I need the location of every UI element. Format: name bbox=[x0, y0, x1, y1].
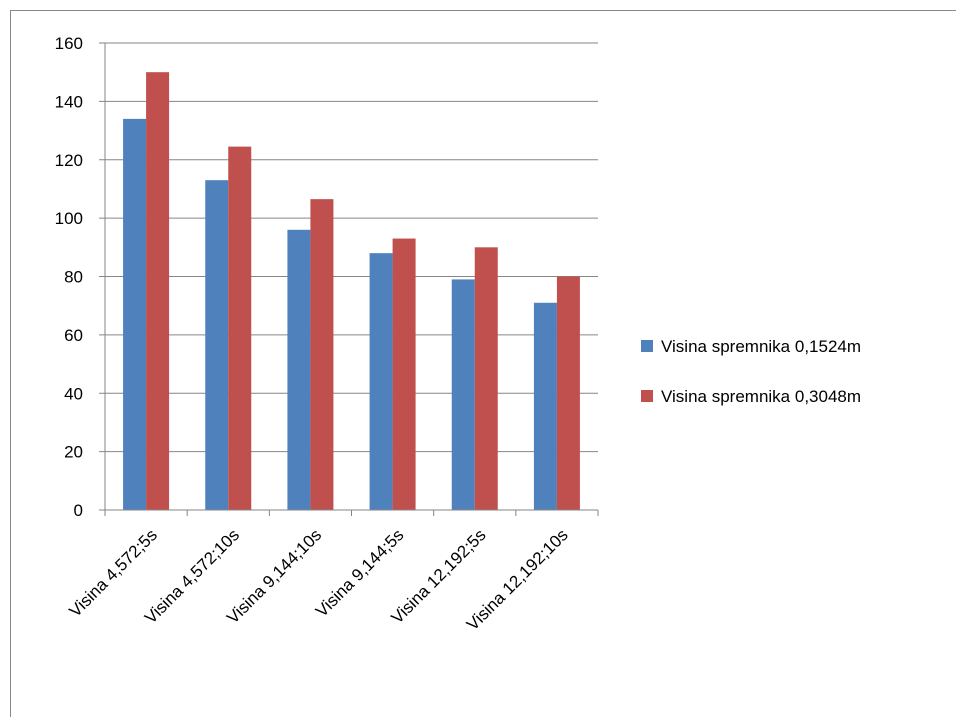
bar-2 bbox=[310, 199, 334, 510]
bar-1 bbox=[533, 302, 557, 510]
legend: Visina spremnika 0,1524m Visina spremnika… bbox=[641, 337, 861, 406]
y-tick-label: 0 bbox=[74, 501, 83, 520]
y-tick-label: 100 bbox=[55, 209, 83, 228]
y-tick-label: 160 bbox=[55, 34, 83, 53]
legend-label: Visina spremnika 0,1524m bbox=[661, 337, 861, 356]
bar-1 bbox=[205, 180, 229, 510]
y-tick-label: 80 bbox=[64, 268, 83, 287]
bars bbox=[123, 72, 580, 511]
y-tick-label: 40 bbox=[64, 384, 83, 403]
y-tick-label: 60 bbox=[64, 326, 83, 345]
bar-2 bbox=[228, 146, 252, 510]
legend-label: Visina spremnika 0,3048m bbox=[661, 387, 861, 406]
y-tick-label: 20 bbox=[64, 443, 83, 462]
x-tick-label: Visina 4,572;5s bbox=[65, 525, 160, 620]
bar-2 bbox=[474, 247, 498, 510]
bar-2 bbox=[146, 72, 170, 510]
bar-1 bbox=[369, 253, 393, 510]
bar-1 bbox=[123, 118, 147, 510]
y-tick-label: 140 bbox=[55, 92, 83, 111]
legend-swatch bbox=[641, 340, 653, 352]
y-tick-labels: 0 20 40 60 80 100 120 140 160 bbox=[55, 34, 83, 520]
x-tick-label: Visina 9,144;5s bbox=[312, 525, 407, 620]
chart-frame bbox=[10, 10, 956, 717]
axes bbox=[99, 42, 599, 516]
gridlines bbox=[105, 42, 598, 453]
bar-2 bbox=[556, 276, 580, 510]
y-tick-label: 120 bbox=[55, 151, 83, 170]
legend-swatch bbox=[641, 390, 653, 402]
bar-1 bbox=[451, 279, 475, 510]
bar-1 bbox=[287, 229, 311, 511]
bar-2 bbox=[392, 238, 416, 510]
